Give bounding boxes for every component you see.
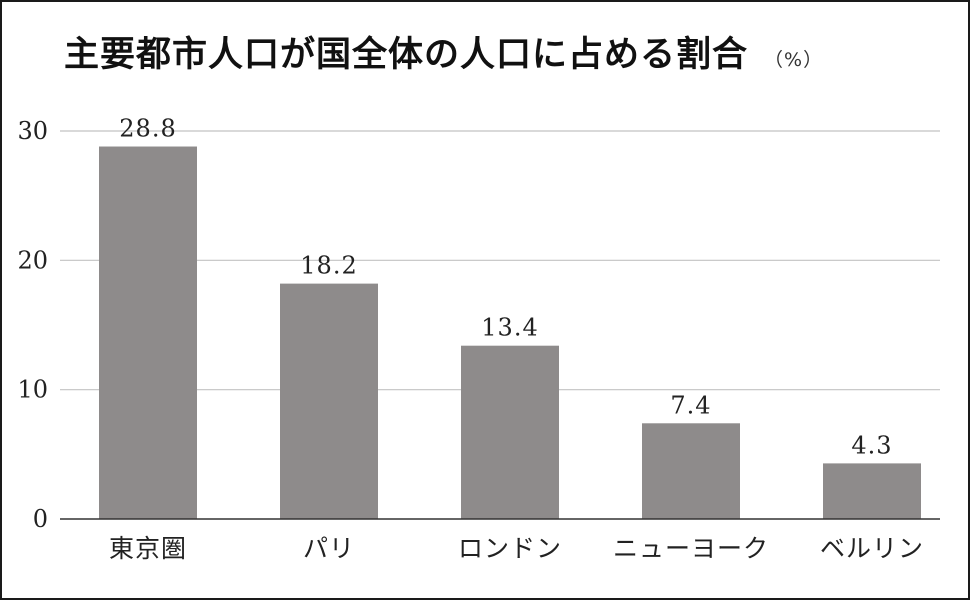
bar-2 bbox=[280, 283, 378, 519]
category-label-4: ニューヨーク bbox=[613, 534, 769, 563]
data-label-3: 13.4 bbox=[481, 314, 538, 342]
bar-1 bbox=[99, 146, 197, 519]
chart-title-text: 主要都市人口が国全体の人口に占める割合 bbox=[64, 35, 749, 75]
category-label-3: ロンドン bbox=[458, 534, 562, 563]
category-label-2: パリ bbox=[303, 534, 355, 563]
y-tick-label-10: 10 bbox=[17, 376, 48, 404]
data-label-2: 18.2 bbox=[300, 252, 357, 280]
category-label-5: ベルリン bbox=[820, 534, 924, 563]
bar-5 bbox=[823, 463, 921, 519]
bar-3 bbox=[461, 345, 559, 519]
chart-unit-label: （%） bbox=[764, 49, 824, 71]
data-label-5: 4.3 bbox=[851, 431, 892, 459]
y-tick-label-0: 0 bbox=[33, 505, 48, 533]
data-label-4: 7.4 bbox=[670, 391, 711, 419]
chart-title: 主要都市人口が国全体の人口に占める割合 （%） bbox=[64, 34, 823, 76]
data-label-1: 28.8 bbox=[119, 115, 176, 143]
category-label-1: 東京圏 bbox=[109, 534, 187, 563]
y-tick-label-20: 20 bbox=[17, 246, 48, 274]
bar-4 bbox=[642, 423, 740, 519]
y-tick-label-30: 30 bbox=[17, 117, 48, 145]
